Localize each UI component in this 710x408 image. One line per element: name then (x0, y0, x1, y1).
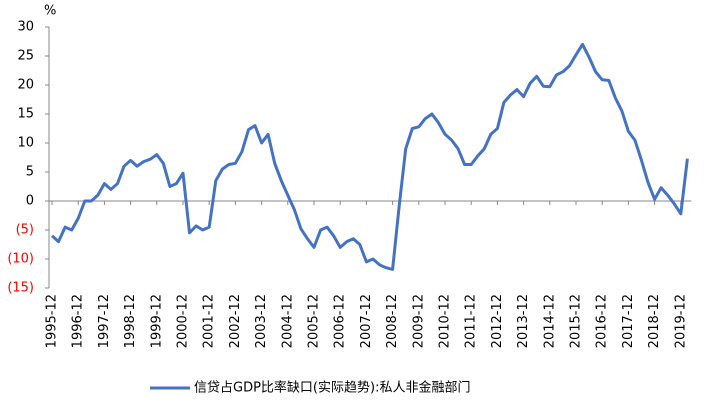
x-tick-label: 2014-12 (542, 294, 557, 348)
x-tick-label: 1999-12 (149, 294, 164, 348)
line-series (51, 42, 689, 271)
x-tick-label: 2000-12 (176, 294, 191, 348)
x-tick-label: 2001-12 (202, 294, 217, 348)
y-tick-label: (5) (16, 223, 34, 238)
x-tick-label: 1996-12 (71, 294, 86, 348)
y-tick-label: 15 (17, 107, 34, 122)
x-tick-label: 2008-12 (385, 294, 400, 348)
y-tick-label: 5 (26, 165, 34, 180)
y-tick-label: (10) (7, 252, 34, 267)
y-tick-label: 25 (17, 49, 34, 64)
x-tick-label: 2010-12 (438, 294, 453, 348)
x-tick-label: 2004-12 (280, 294, 295, 348)
x-tick-label: 2011-12 (464, 294, 479, 348)
x-tick-label: 2009-12 (411, 294, 426, 348)
x-tick-label: 2017-12 (621, 294, 636, 348)
x-tick-label: 2012-12 (490, 294, 505, 348)
x-tick-label: 2013-12 (516, 294, 531, 348)
x-tick-label: 2018-12 (647, 294, 662, 348)
y-tick-label: 20 (17, 78, 34, 93)
x-tick-label: 2007-12 (359, 294, 374, 348)
x-tick-label: 2003-12 (254, 294, 269, 348)
x-tick-label: 2015-12 (569, 294, 584, 348)
legend-label: 信贷占GDP比率缺口(实际趋势):私人非金融部门 (194, 380, 470, 396)
x-tick-label: 1997-12 (97, 294, 112, 348)
x-tick-label: 2002-12 (228, 294, 243, 348)
x-tick-label: 2016-12 (595, 294, 610, 348)
y-tick-label: 10 (17, 136, 34, 151)
unit-label: % (44, 4, 56, 19)
x-tick-label: 1995-12 (45, 294, 60, 348)
x-tick-label: 1998-12 (123, 294, 138, 348)
y-tick-label: 30 (17, 20, 34, 35)
y-tick-label: 0 (26, 194, 34, 209)
x-tick-label: 2005-12 (307, 294, 322, 348)
x-tick-label: 2019-12 (673, 294, 688, 348)
x-tick-label: 2006-12 (333, 294, 348, 348)
y-tick-label: (15) (7, 281, 34, 296)
